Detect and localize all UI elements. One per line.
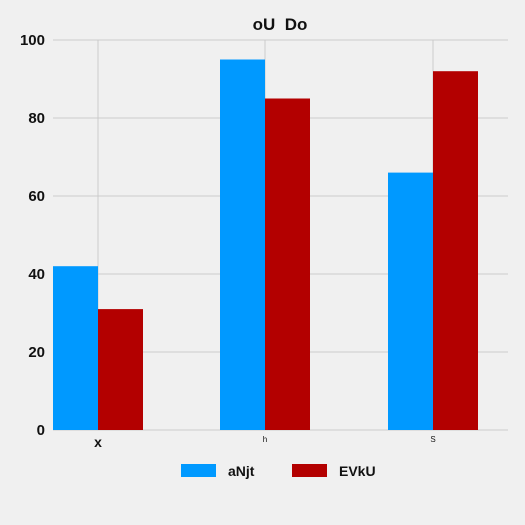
x-tick-label: S xyxy=(430,435,435,444)
legend-label: aNjt xyxy=(228,463,255,479)
legend-swatch-EVkU xyxy=(292,464,327,477)
bar-EVkU-S xyxy=(433,71,478,430)
bars xyxy=(53,59,478,430)
y-tick-label: 60 xyxy=(28,188,45,205)
y-tick-label: 40 xyxy=(28,266,45,283)
bar-EVkU-x xyxy=(98,309,143,430)
bar-aNjt-S xyxy=(388,172,433,430)
x-tick-label: h xyxy=(263,435,267,444)
y-axis-ticks: 0 20 40 60 80 100 xyxy=(20,32,45,439)
y-tick-label: 80 xyxy=(28,110,45,127)
legend-label: EVkU xyxy=(339,463,376,479)
bar-aNjt-h xyxy=(220,59,265,430)
y-tick-label: 0 xyxy=(37,422,45,439)
y-tick-label: 100 xyxy=(20,32,45,49)
bar-aNjt-x xyxy=(53,266,98,430)
legend: aNjt EVkU xyxy=(181,463,376,479)
x-tick-label: x xyxy=(94,434,102,450)
legend-swatch-aNjt xyxy=(181,464,216,477)
chart-title: oU Do xyxy=(253,15,308,34)
bar-EVkU-h xyxy=(265,98,310,430)
y-tick-label: 20 xyxy=(28,344,45,361)
